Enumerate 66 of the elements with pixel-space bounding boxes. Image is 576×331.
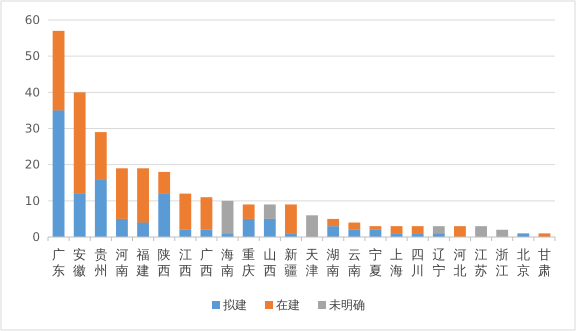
x-tick-label: 上海	[390, 248, 404, 279]
x-tick-label: 云南	[348, 248, 361, 279]
legend-label: 未明确	[329, 298, 365, 312]
x-tick-label: 福建	[136, 248, 150, 279]
x-tick-label: 天津	[306, 248, 319, 279]
bar	[116, 218, 128, 237]
x-tick-label: 新疆	[284, 248, 298, 279]
bar	[137, 222, 149, 237]
x-tick-label: 江西	[178, 248, 192, 279]
bar	[52, 110, 64, 237]
y-tick-label: 10	[24, 194, 40, 208]
bar	[327, 218, 340, 226]
bar	[327, 226, 340, 237]
bar	[52, 30, 64, 110]
legend-label: 在建	[276, 298, 300, 312]
bar	[116, 168, 128, 219]
bar	[74, 92, 86, 194]
bar	[94, 132, 107, 180]
x-tick-label: 河南	[115, 248, 128, 279]
bar	[74, 194, 86, 237]
x-tick-label: 浙江	[496, 248, 509, 279]
x-tick-label: 重庆	[242, 248, 256, 279]
x-tick-label: 宁夏	[368, 247, 382, 279]
y-tick-label: 30	[24, 122, 40, 136]
x-tick-label: 广西	[200, 248, 213, 279]
bar	[454, 226, 466, 237]
bar	[264, 204, 276, 219]
x-tick-label: 甘肃	[538, 248, 551, 279]
y-tick-label: 50	[24, 49, 40, 64]
bar	[200, 230, 212, 237]
bar	[200, 197, 212, 230]
y-tick-label: 60	[24, 13, 40, 27]
y-tick-label: 20	[24, 158, 40, 172]
bar	[158, 194, 170, 237]
x-tick-label: 河北	[453, 248, 466, 279]
x-tick-label: 四川	[411, 248, 424, 279]
bar	[158, 172, 170, 194]
bar	[242, 204, 255, 219]
x-tick-label: 陕西	[158, 248, 171, 279]
bar	[370, 226, 382, 230]
x-tick-label: 江苏	[474, 248, 488, 279]
bar	[264, 218, 276, 237]
legend-label: 拟建	[223, 298, 247, 312]
x-tick-label: 湖南	[326, 248, 340, 279]
bar	[179, 194, 192, 230]
bar	[412, 226, 424, 234]
x-tick-label: 广东	[52, 248, 66, 279]
bar	[137, 168, 149, 223]
bar	[370, 230, 382, 237]
x-tick-label: 辽宁	[432, 248, 446, 279]
bar	[475, 226, 487, 237]
bar	[285, 204, 297, 234]
bar	[242, 218, 255, 237]
x-tick-label: 海南	[221, 248, 234, 279]
x-tick-label: 贵州	[94, 248, 108, 279]
bar	[306, 215, 318, 237]
x-tick-label: 安徽	[73, 247, 86, 279]
x-tick-label: 北京	[516, 248, 530, 279]
bar	[432, 226, 445, 234]
bar	[348, 222, 360, 230]
x-tick-label: 山西	[263, 248, 276, 279]
y-tick-label: 0	[32, 230, 40, 244]
y-tick-label: 40	[24, 85, 40, 100]
bar	[390, 226, 402, 234]
bar	[222, 200, 234, 234]
bar	[94, 179, 107, 237]
